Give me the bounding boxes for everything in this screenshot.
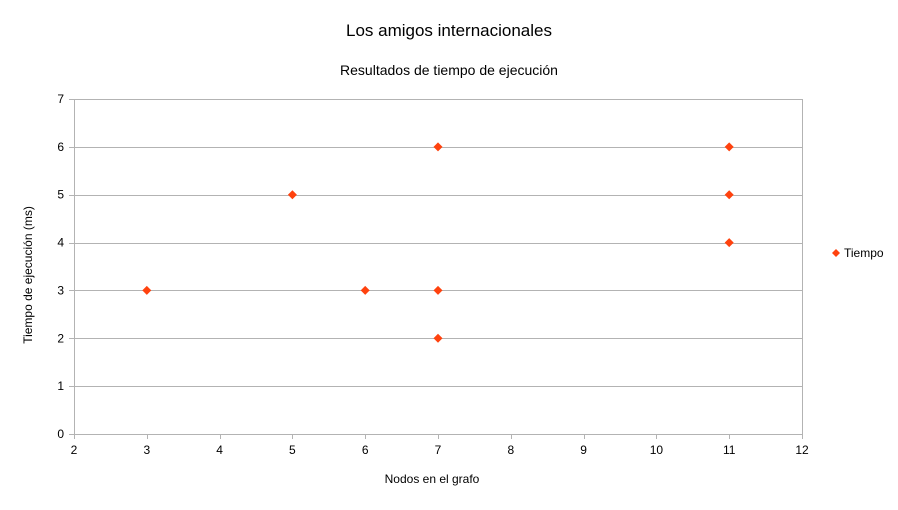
x-tick-label-6: 6 — [362, 443, 369, 457]
x-tick-label-10: 10 — [650, 443, 664, 457]
x-tick-label-4: 4 — [216, 443, 223, 457]
x-tick-label-3: 3 — [143, 443, 150, 457]
x-tick-label-7: 7 — [435, 443, 442, 457]
data-point-0-3 — [433, 142, 443, 152]
x-tick-label-9: 9 — [580, 443, 587, 457]
plot-axes — [69, 99, 803, 439]
data-point-0-0 — [142, 285, 152, 295]
data-point-0-7 — [724, 190, 734, 200]
data-point-0-6 — [724, 142, 734, 152]
y-tick-label-1: 1 — [57, 379, 64, 393]
x-tick-label-12: 12 — [795, 443, 809, 457]
data-point-0-1 — [287, 190, 297, 200]
data-point-0-4 — [433, 285, 443, 295]
y-tick-label-4: 4 — [57, 236, 64, 250]
data-point-0-8 — [724, 238, 734, 248]
x-tick-label-8: 8 — [507, 443, 514, 457]
x-tick-label-5: 5 — [289, 443, 296, 457]
y-tick-label-0: 0 — [57, 427, 64, 441]
data-point-0-5 — [433, 333, 443, 343]
plot-points — [142, 142, 734, 343]
y-tick-label-5: 5 — [57, 188, 64, 202]
x-axis-label: Nodos en el grafo — [385, 472, 480, 486]
chart-subtitle: Resultados de tiempo de ejecución — [340, 62, 558, 78]
y-tick-label-3: 3 — [57, 283, 64, 297]
legend-label-0: Tiempo — [844, 246, 884, 260]
legend: Tiempo — [832, 246, 884, 260]
y-axis-label: Tiempo de ejecución (ms) — [21, 206, 35, 344]
y-tick-label-6: 6 — [57, 140, 64, 154]
y-tick-label-7: 7 — [57, 92, 64, 106]
y-tick-label-2: 2 — [57, 331, 64, 345]
chart-title: Los amigos internacionales — [346, 21, 552, 40]
x-tick-label-2: 2 — [71, 443, 78, 457]
x-tick-label-11: 11 — [723, 443, 736, 457]
data-point-0-2 — [360, 285, 370, 295]
legend-marker-0 — [832, 249, 840, 257]
